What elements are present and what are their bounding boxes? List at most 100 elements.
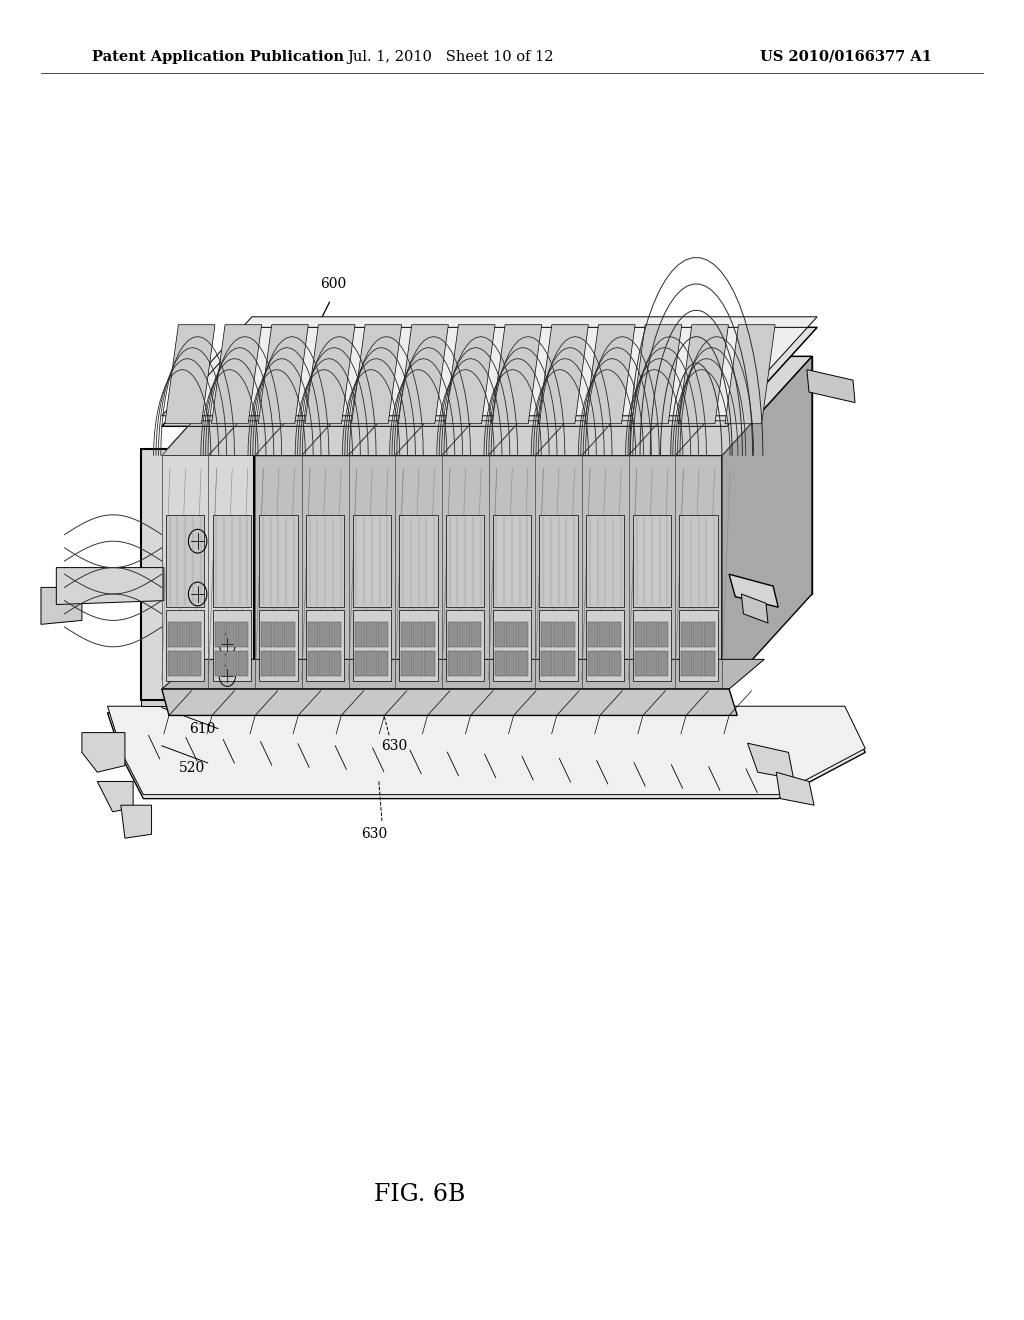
Bar	[179, 651, 189, 676]
Polygon shape	[586, 610, 625, 681]
Bar	[611, 651, 622, 676]
Polygon shape	[540, 515, 578, 607]
Bar	[681, 622, 692, 647]
Bar	[319, 622, 330, 647]
Bar	[542, 651, 552, 676]
Polygon shape	[108, 706, 865, 795]
Bar	[331, 622, 341, 647]
Bar	[495, 622, 505, 647]
Polygon shape	[162, 660, 764, 689]
Polygon shape	[121, 805, 152, 838]
Polygon shape	[108, 713, 865, 799]
Bar	[424, 651, 434, 676]
Polygon shape	[56, 568, 164, 605]
Polygon shape	[748, 743, 794, 779]
Bar	[471, 651, 481, 676]
Bar	[588, 622, 598, 647]
Polygon shape	[725, 325, 775, 424]
Bar	[460, 651, 470, 676]
Polygon shape	[162, 356, 812, 455]
Bar	[449, 651, 459, 676]
Polygon shape	[166, 610, 205, 681]
Polygon shape	[306, 610, 344, 681]
Bar	[506, 622, 516, 647]
Polygon shape	[166, 515, 205, 607]
Polygon shape	[209, 421, 287, 455]
Text: Jul. 1, 2010   Sheet 10 of 12: Jul. 1, 2010 Sheet 10 of 12	[347, 50, 554, 63]
Bar	[190, 651, 202, 676]
Bar	[238, 622, 248, 647]
Polygon shape	[141, 449, 254, 700]
Bar	[238, 651, 248, 676]
Bar	[460, 622, 470, 647]
Polygon shape	[493, 515, 531, 607]
Polygon shape	[252, 356, 812, 594]
Bar	[635, 622, 645, 647]
Bar	[215, 651, 225, 676]
Polygon shape	[82, 733, 125, 772]
Bar	[599, 651, 610, 676]
Bar	[553, 622, 563, 647]
Bar	[168, 651, 178, 676]
Bar	[215, 622, 225, 647]
Text: 600: 600	[319, 277, 346, 290]
Polygon shape	[259, 515, 298, 607]
Text: FIG. 6B: FIG. 6B	[374, 1183, 466, 1206]
Polygon shape	[395, 421, 473, 455]
Bar	[272, 622, 284, 647]
Polygon shape	[633, 515, 671, 607]
Bar	[424, 622, 434, 647]
Polygon shape	[444, 325, 495, 424]
Polygon shape	[259, 610, 298, 681]
Polygon shape	[632, 325, 682, 424]
Bar	[495, 651, 505, 676]
Bar	[564, 651, 574, 676]
Bar	[542, 622, 552, 647]
Bar	[378, 651, 388, 676]
Polygon shape	[629, 421, 707, 455]
Bar	[517, 651, 528, 676]
Text: 620: 620	[268, 436, 295, 449]
Bar	[367, 622, 377, 647]
Bar	[354, 651, 366, 676]
Polygon shape	[776, 772, 814, 805]
Polygon shape	[302, 421, 380, 455]
Bar	[179, 622, 189, 647]
Bar	[657, 622, 668, 647]
Polygon shape	[536, 421, 613, 455]
Bar	[646, 651, 656, 676]
Bar	[261, 651, 271, 676]
Bar	[646, 622, 656, 647]
Polygon shape	[352, 515, 391, 607]
Bar	[308, 651, 318, 676]
Polygon shape	[162, 455, 722, 693]
Polygon shape	[540, 610, 578, 681]
Polygon shape	[446, 515, 484, 607]
Bar	[506, 651, 516, 676]
Text: US 2010/0166377 A1: US 2010/0166377 A1	[760, 50, 932, 63]
Polygon shape	[741, 594, 768, 623]
Bar	[367, 651, 377, 676]
Bar	[226, 622, 237, 647]
Polygon shape	[162, 317, 817, 416]
Bar	[226, 651, 237, 676]
Text: 510: 510	[169, 581, 196, 594]
Bar	[272, 651, 284, 676]
Bar	[401, 651, 412, 676]
Bar	[413, 651, 423, 676]
Polygon shape	[162, 327, 817, 426]
Polygon shape	[162, 689, 737, 715]
Polygon shape	[678, 325, 728, 424]
Polygon shape	[162, 421, 240, 455]
Polygon shape	[807, 370, 855, 403]
Bar	[285, 651, 295, 676]
Bar	[308, 622, 318, 647]
Polygon shape	[633, 610, 671, 681]
Text: 520: 520	[179, 762, 206, 775]
Polygon shape	[213, 610, 251, 681]
Bar	[564, 622, 574, 647]
Polygon shape	[97, 781, 133, 812]
Polygon shape	[729, 574, 778, 607]
Polygon shape	[399, 610, 438, 681]
Bar	[413, 622, 423, 647]
